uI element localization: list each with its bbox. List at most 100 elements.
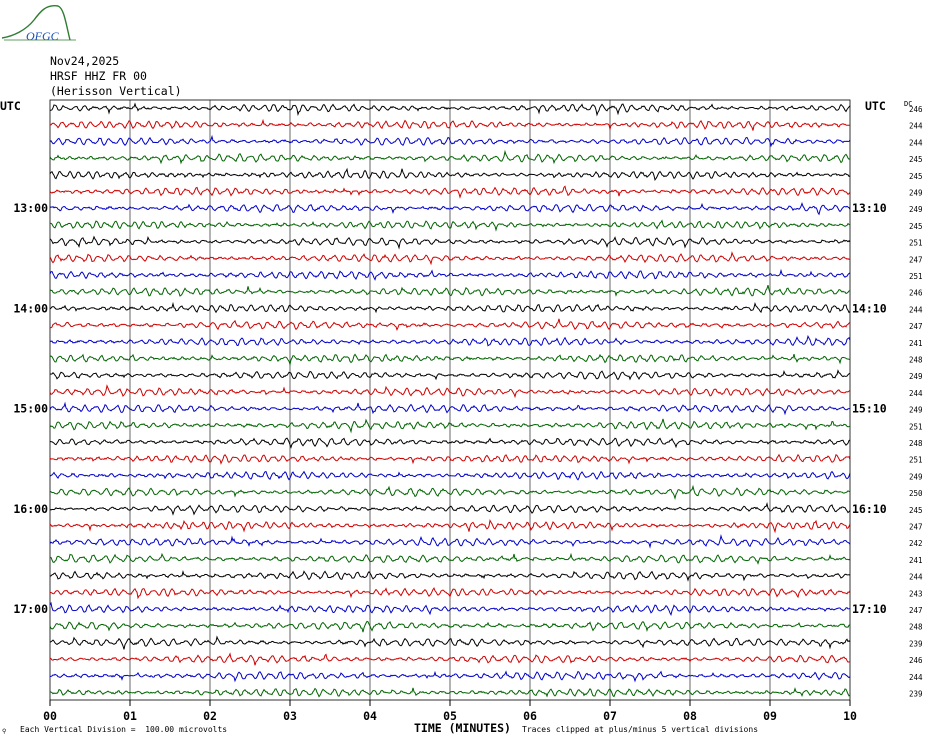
trace-line <box>49 470 851 481</box>
x-tick-label: 06 <box>523 709 537 723</box>
dc-offset-label: 250 <box>909 489 923 498</box>
right-hour-label: 14:10 <box>852 301 887 315</box>
trace-line <box>49 437 851 449</box>
x-tick-label: 10 <box>843 709 857 723</box>
trace-line <box>49 601 851 617</box>
trace-line <box>49 167 851 182</box>
dc-offset-label: 244 <box>909 305 923 314</box>
dc-offset-label: 246 <box>909 656 923 665</box>
trace-line <box>49 635 851 650</box>
dc-offset-label: 239 <box>909 690 923 699</box>
trace-line <box>49 235 851 250</box>
right-hour-label: 15:10 <box>852 402 887 416</box>
dc-offset-label: 244 <box>909 122 923 131</box>
trace-line <box>49 652 851 666</box>
dc-offset-label: 248 <box>909 439 923 448</box>
dc-offset-label: 251 <box>909 272 923 281</box>
header-date: Nov24,2025 <box>50 54 120 68</box>
trace-line <box>49 219 851 232</box>
dc-offset-label: 251 <box>909 422 923 431</box>
x-tick-label: 02 <box>203 709 217 723</box>
dc-offset-label: 239 <box>909 639 923 648</box>
trace-line <box>49 185 851 199</box>
dc-offset-label: 248 <box>909 356 923 365</box>
dc-offset-label: 245 <box>909 155 923 164</box>
trace-line <box>49 102 851 117</box>
ofgc-logo: OFGC <box>1 5 76 43</box>
dc-offset-label: 241 <box>909 339 923 348</box>
left-hour-label: 15:00 <box>13 402 48 416</box>
trace-line <box>49 501 851 516</box>
time-axis-label: TIME (MINUTES) <box>414 721 511 735</box>
vertical-division-note: Each Vertical Division = 100.00 microvol… <box>20 725 228 734</box>
trace-line <box>49 118 851 131</box>
x-tick-label: 05 <box>443 709 457 723</box>
dc-offset-label: 245 <box>909 506 923 515</box>
left-hour-label: 17:00 <box>13 602 48 616</box>
right-hour-label: 13:10 <box>852 201 887 215</box>
trace-line <box>49 369 851 381</box>
footnote-icon: ⚲ <box>2 728 7 735</box>
dc-offset-label: 245 <box>909 222 923 231</box>
dc-offset-label: 244 <box>909 389 923 398</box>
x-tick-label: 09 <box>763 709 777 723</box>
dc-offset-label: 246 <box>909 289 923 298</box>
trace-line <box>49 401 851 416</box>
trace-line <box>49 484 851 501</box>
trace-line <box>49 552 851 565</box>
trace-line <box>49 620 851 633</box>
x-tick-label: 04 <box>363 709 377 723</box>
right-hour-label: 17:10 <box>852 602 887 616</box>
dc-offset-label: 249 <box>909 189 923 198</box>
dc-offset-label: 241 <box>909 556 923 565</box>
dc-offset-label: 249 <box>909 472 923 481</box>
left-utc-label: UTC <box>0 99 21 113</box>
dc-offset-label: 247 <box>909 255 923 264</box>
dc-offset-label: 246 <box>909 105 923 114</box>
dc-offset-label: 247 <box>909 523 923 532</box>
trace-line <box>49 453 851 465</box>
x-tick-label: 07 <box>603 709 617 723</box>
dc-offset-label: 247 <box>909 322 923 331</box>
trace-line <box>49 518 851 534</box>
dc-offset-label: 249 <box>909 372 923 381</box>
trace-line <box>49 418 851 434</box>
header-location: (Herisson Vertical) <box>50 84 182 98</box>
header-station: HRSF HHZ FR 00 <box>50 69 147 83</box>
trace-line <box>49 533 851 549</box>
dc-offset-label: 248 <box>909 623 923 632</box>
logo-text: OFGC <box>26 29 60 43</box>
trace-line <box>49 268 851 281</box>
trace-line <box>49 251 851 266</box>
x-tick-label: 08 <box>683 709 697 723</box>
dc-offset-label: 242 <box>909 539 923 548</box>
dc-column-label: DC <box>904 100 912 108</box>
trace-line <box>49 687 851 698</box>
dc-offset-label: 251 <box>909 239 923 248</box>
right-hour-label: 16:10 <box>852 502 887 516</box>
logo-swoosh <box>1 5 71 41</box>
dc-offset-label: 243 <box>909 589 923 598</box>
trace-line <box>49 301 851 314</box>
trace-line <box>49 134 851 148</box>
trace-line <box>49 334 851 347</box>
x-tick-label: 01 <box>123 709 137 723</box>
dc-offset-label: 247 <box>909 606 923 615</box>
trace-line <box>49 587 851 600</box>
trace-line <box>49 149 851 165</box>
trace-line <box>49 318 851 331</box>
dc-offset-label: 245 <box>909 172 923 181</box>
left-hour-label: 13:00 <box>13 201 48 215</box>
dc-offset-label: 249 <box>909 406 923 415</box>
trace-line <box>49 569 851 582</box>
left-hour-label: 14:00 <box>13 301 48 315</box>
dc-offset-label: 249 <box>909 205 923 214</box>
trace-line <box>49 384 851 399</box>
trace-line <box>49 284 851 297</box>
right-utc-label: UTC <box>865 99 886 113</box>
left-hour-label: 16:00 <box>13 502 48 516</box>
trace-line <box>49 201 851 216</box>
trace-line <box>49 353 851 367</box>
dc-offset-label: 251 <box>909 456 923 465</box>
x-tick-label: 00 <box>43 709 57 723</box>
